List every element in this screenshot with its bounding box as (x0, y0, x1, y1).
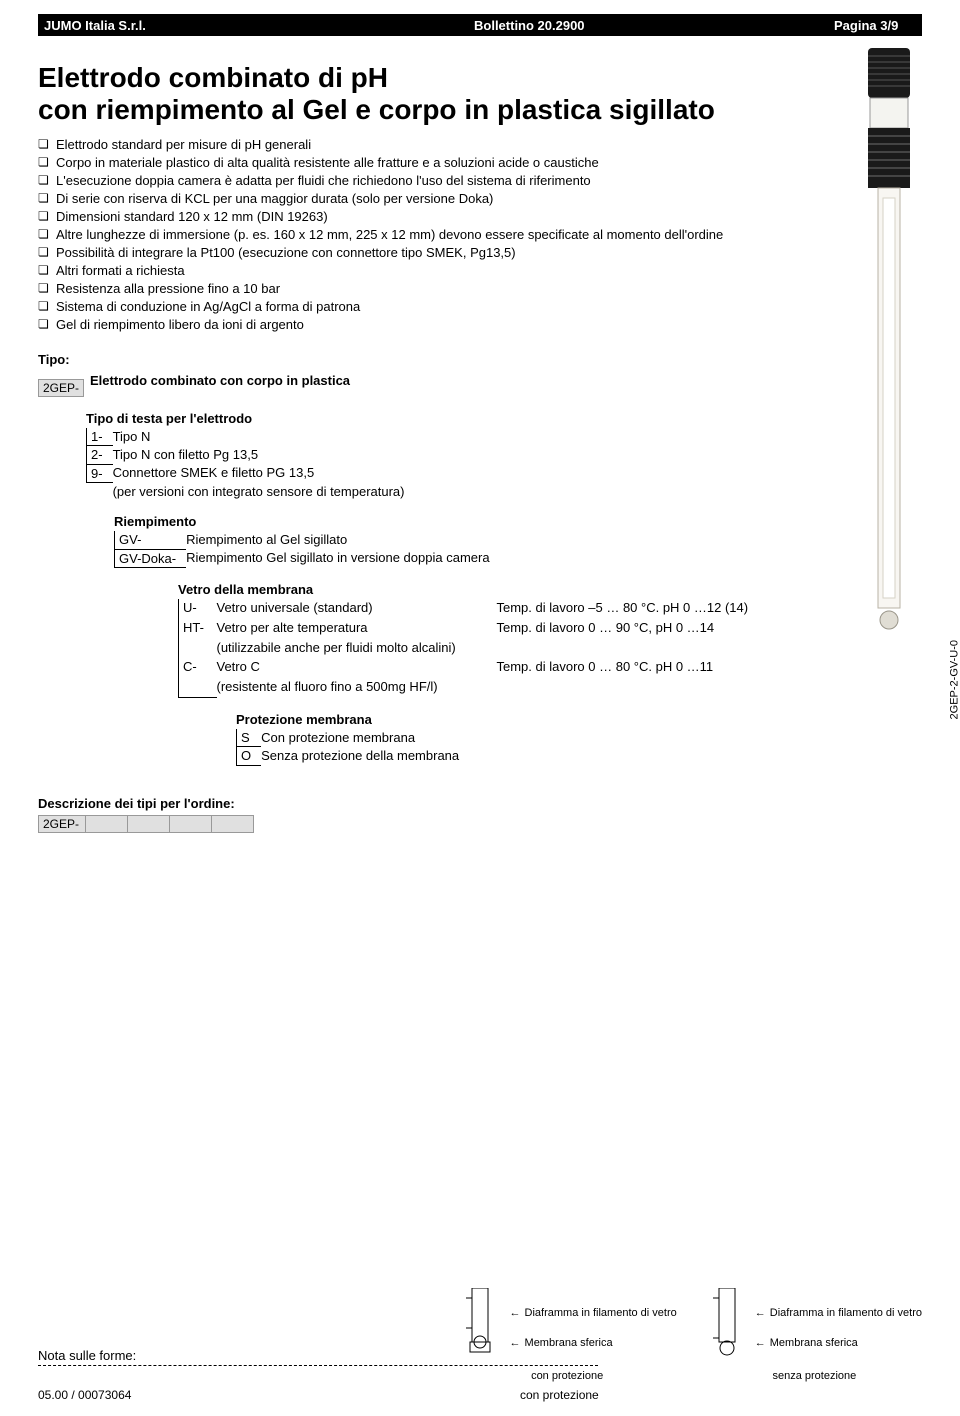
bullet-item: Elettrodo standard per misure di pH gene… (38, 136, 788, 154)
glass-note: (resistente al fluoro fino a 500mg HF/l) (217, 678, 497, 698)
membrana-label: Membrana sferica (525, 1337, 613, 1349)
glass-desc: Vetro per alte temperatura (217, 619, 497, 639)
bullet-item: Sistema di conduzione in Ag/AgCl a forma… (38, 298, 788, 316)
head-type-desc: Tipo N (113, 428, 409, 446)
bullet-item: Altri formati a richiesta (38, 262, 788, 280)
tipo-label: Tipo: (38, 352, 922, 367)
order-code-cell (128, 815, 170, 833)
bullet-item: Resistenza alla pressione fino a 10 bar (38, 280, 788, 298)
glass-temp: Temp. di lavoro 0 … 90 °C, pH 0 …14 (497, 619, 753, 639)
header-bar: JUMO Italia S.r.l. Bollettino 20.2900 Pa… (38, 14, 922, 36)
glass-note: (utilizzabile anche per fluidi molto alc… (217, 639, 497, 659)
glass-code: C- (179, 658, 217, 697)
bullet-item: Gel di riempimento libero da ioni di arg… (38, 316, 788, 334)
order-desc-label: Descrizione dei tipi per l'ordine: (38, 796, 922, 811)
bullet-item: Corpo in materiale plastico di alta qual… (38, 154, 788, 172)
footer-mid: con protezione (520, 1388, 599, 1402)
head-type-desc: Tipo N con filetto Pg 13,5 (113, 446, 409, 465)
protection-section: Protezione membrana SCon protezione memb… (236, 712, 922, 766)
prot-desc: Senza protezione della membrana (261, 747, 463, 766)
header-page: Pagina 3/9 (828, 18, 922, 33)
header-bulletin: Bollettino 20.2900 (468, 18, 828, 33)
diaframma-label: Diaframma in filamento di vetro (525, 1307, 677, 1319)
electrode-illustration (856, 48, 922, 648)
feature-bullets: Elettrodo standard per misure di pH gene… (38, 136, 788, 333)
order-code-cell (86, 815, 128, 833)
bullet-item: Possibilità di integrare la Pt100 (esecu… (38, 244, 788, 262)
bottom-diagrams: ←Diaframma in filamento di vetro ←Membra… (458, 1288, 922, 1382)
protection-tip-icon (458, 1288, 502, 1368)
diaframma-label: Diaframma in filamento di vetro (770, 1307, 922, 1319)
head-type-title: Tipo di testa per l'elettrodo (86, 411, 922, 426)
membrana-label: Membrana sferica (770, 1337, 858, 1349)
head-type-desc: Connettore SMEK e filetto PG 13,5 (113, 464, 409, 483)
diagram-with-protection: ←Diaframma in filamento di vetro ←Membra… (458, 1288, 677, 1382)
glass-code: HT- (179, 619, 217, 658)
head-type-note: (per versioni con integrato sensore di t… (113, 483, 409, 501)
head-type-code: 2- (87, 446, 113, 465)
bullet-item: Dimensioni standard 120 x 12 mm (DIN 192… (38, 208, 788, 226)
prot-desc: Con protezione membrana (261, 729, 463, 747)
fill-title: Riempimento (114, 514, 922, 529)
bullet-item: L'esecuzione doppia camera è adatta per … (38, 172, 788, 190)
glass-code: U- (179, 599, 217, 619)
glass-temp: Temp. di lavoro –5 … 80 °C. pH 0 …12 (14… (497, 599, 753, 619)
title-line-2: con riempimento al Gel e corpo in plasti… (38, 94, 715, 125)
prot-code: S (237, 729, 262, 747)
head-type-section: Tipo di testa per l'elettrodo 1-Tipo N 2… (86, 411, 922, 501)
order-code-boxes: 2GEP- (38, 815, 922, 833)
order-code-cell: 2GEP- (38, 815, 86, 833)
bullet-item: Di serie con riserva di KCL per una magg… (38, 190, 788, 208)
membrane-glass-title: Vetro della membrana (178, 582, 922, 597)
glass-temp: Temp. di lavoro 0 … 80 °C. pH 0 …11 (497, 658, 753, 678)
header-company: JUMO Italia S.r.l. (38, 18, 468, 33)
type-description: Elettrodo combinato con corpo in plastic… (90, 373, 350, 397)
bullet-item: Altre lunghezze di immersione (p. es. 16… (38, 226, 788, 244)
head-type-code: 1- (87, 428, 113, 446)
fill-code: GV- (115, 531, 187, 549)
order-code-cell (170, 815, 212, 833)
page-title: Elettrodo combinato di pH con riempiment… (38, 62, 922, 126)
prot-code: O (237, 747, 262, 766)
title-line-1: Elettrodo combinato di pH (38, 62, 388, 93)
order-code-cell (212, 815, 254, 833)
senza-protezione-label: senza protezione (772, 1370, 856, 1382)
glass-desc: Vetro C (217, 658, 497, 678)
protection-title: Protezione membrana (236, 712, 922, 727)
head-type-code: 9- (87, 464, 113, 483)
fill-desc: Riempimento al Gel sigillato (186, 531, 493, 549)
no-protection-tip-icon (707, 1288, 747, 1368)
fill-code: GV-Doka- (115, 549, 187, 568)
diagram-without-protection: ←Diaframma in filamento di vetro ←Membra… (707, 1288, 922, 1382)
footer-left: 05.00 / 00073064 (38, 1388, 131, 1402)
con-protezione-label: con protezione (531, 1370, 603, 1382)
vertical-model-label: 2GEP-2-GV-U-0 (948, 640, 960, 719)
fill-section: Riempimento GV-Riempimento al Gel sigill… (114, 514, 922, 568)
membrane-glass-section: Vetro della membrana U- Vetro universale… (178, 582, 922, 697)
glass-desc: Vetro universale (standard) (217, 599, 497, 619)
type-code-box: 2GEP- (38, 379, 84, 397)
fill-desc: Riempimento Gel sigillato in versione do… (186, 549, 493, 568)
